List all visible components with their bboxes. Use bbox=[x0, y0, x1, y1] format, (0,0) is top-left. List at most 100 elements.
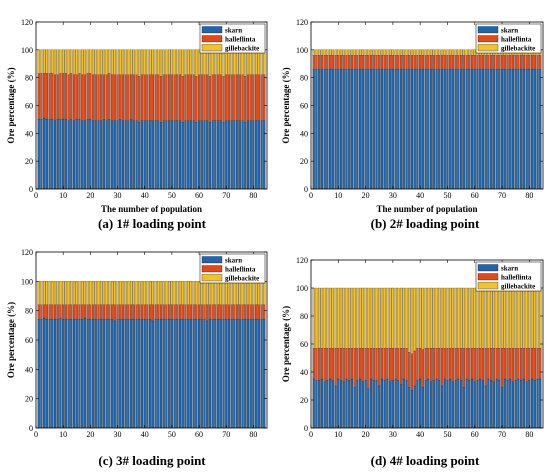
bar-skarn-81 bbox=[254, 319, 258, 429]
bar-gillebackite-44 bbox=[154, 49, 157, 76]
bar-skarn-55 bbox=[184, 319, 187, 429]
bar-skarn-13 bbox=[70, 319, 73, 429]
bar-halleflinta-28 bbox=[110, 304, 114, 320]
bar-halleflinta-62 bbox=[203, 74, 206, 121]
legend-swatch-skarn bbox=[477, 264, 499, 272]
bar-halleflinta-52 bbox=[176, 74, 179, 121]
bar-gillebackite-54 bbox=[181, 281, 184, 305]
bar-halleflinta-5 bbox=[323, 55, 326, 70]
bar-gillebackite-52 bbox=[451, 287, 455, 349]
bar-halleflinta-70 bbox=[225, 74, 228, 121]
bar-halleflinta-70 bbox=[500, 348, 504, 388]
bar-halleflinta-23 bbox=[97, 304, 100, 320]
legend-swatch-halleflinta bbox=[477, 273, 499, 281]
bar-gillebackite-15 bbox=[350, 287, 354, 349]
bar-gillebackite-6 bbox=[326, 287, 329, 349]
bar-skarn-40 bbox=[143, 120, 146, 190]
bar-halleflinta-73 bbox=[509, 55, 512, 70]
bar-skarn-33 bbox=[399, 384, 403, 429]
bar-gillebackite-66 bbox=[214, 281, 217, 305]
bar-halleflinta-49 bbox=[168, 304, 171, 320]
bar-gillebackite-8 bbox=[56, 49, 59, 76]
bar-halleflinta-39 bbox=[416, 348, 419, 381]
bar-halleflinta-84 bbox=[263, 304, 266, 320]
bar-skarn-49 bbox=[443, 69, 446, 190]
bar-skarn-83 bbox=[260, 120, 263, 190]
bar-halleflinta-30 bbox=[391, 348, 395, 381]
bar-gillebackite-56 bbox=[187, 49, 190, 76]
bar-halleflinta-48 bbox=[440, 348, 444, 387]
bar-halleflinta-54 bbox=[457, 55, 460, 70]
bar-skarn-4 bbox=[320, 378, 324, 429]
bar-gillebackite-59 bbox=[470, 287, 474, 349]
bar-halleflinta-14 bbox=[348, 55, 351, 70]
bar-skarn-26 bbox=[380, 69, 384, 190]
bar-halleflinta-80 bbox=[252, 304, 255, 320]
bar-gillebackite-19 bbox=[361, 49, 365, 56]
bar-skarn-42 bbox=[148, 319, 152, 429]
bar-skarn-8 bbox=[56, 319, 59, 429]
bar-skarn-8 bbox=[56, 119, 59, 190]
bar-halleflinta-4 bbox=[320, 348, 324, 380]
bar-halleflinta-37 bbox=[410, 55, 414, 70]
bar-skarn-21 bbox=[367, 69, 370, 190]
bar-skarn-22 bbox=[94, 120, 97, 190]
bar-skarn-41 bbox=[421, 69, 425, 190]
bar-skarn-59 bbox=[470, 69, 474, 190]
bar-gillebackite-45 bbox=[432, 287, 435, 349]
bar-halleflinta-23 bbox=[97, 74, 100, 121]
chart-panel-2: 0 20 40 60 80 100 120 0 10 20 30 40 50 60 70 80 The numb… bbox=[281, 18, 544, 231]
panel-caption: (d) 4# loading point bbox=[371, 453, 480, 468]
x-tick-label: 80 bbox=[249, 430, 257, 439]
legend-label-halleflinta: halleflinta bbox=[225, 266, 256, 274]
y-tick-label: 100 bbox=[21, 277, 33, 286]
bar-halleflinta-38 bbox=[413, 350, 416, 387]
bar-gillebackite-10 bbox=[62, 281, 65, 305]
y-tick-label: 40 bbox=[25, 129, 33, 138]
bar-halleflinta-4 bbox=[320, 55, 324, 70]
legend-swatch-skarn bbox=[477, 26, 499, 34]
bar-skarn-33 bbox=[399, 69, 403, 190]
bar-halleflinta-59 bbox=[470, 55, 474, 70]
bar-halleflinta-56 bbox=[462, 348, 465, 388]
legend-label-skarn: skarn bbox=[501, 27, 518, 35]
bar-halleflinta-23 bbox=[372, 55, 375, 70]
bar-halleflinta-52 bbox=[451, 55, 455, 70]
y-tick-label: 20 bbox=[25, 395, 33, 404]
bar-gillebackite-4 bbox=[320, 287, 324, 349]
bar-gillebackite-47 bbox=[162, 281, 165, 305]
bar-halleflinta-58 bbox=[468, 55, 471, 70]
bar-skarn-31 bbox=[119, 119, 122, 190]
bar-halleflinta-72 bbox=[230, 304, 233, 320]
bar-skarn-1 bbox=[312, 378, 315, 429]
y-axis-label: Ore percentage (%) bbox=[281, 306, 291, 382]
bar-halleflinta-1 bbox=[312, 348, 315, 380]
bar-skarn-50 bbox=[446, 380, 449, 429]
y-axis-label: Ore percentage (%) bbox=[281, 67, 291, 143]
bar-halleflinta-1 bbox=[37, 73, 40, 120]
bar-gillebackite-42 bbox=[424, 49, 427, 56]
bar-halleflinta-11 bbox=[339, 55, 343, 70]
bar-halleflinta-72 bbox=[230, 74, 233, 121]
bar-gillebackite-63 bbox=[206, 281, 209, 305]
bar-halleflinta-68 bbox=[219, 74, 222, 121]
bar-gillebackite-8 bbox=[331, 49, 334, 56]
bar-halleflinta-5 bbox=[48, 304, 51, 320]
y-tick-label: 100 bbox=[296, 46, 308, 55]
bar-halleflinta-62 bbox=[479, 55, 482, 70]
bar-halleflinta-6 bbox=[326, 348, 329, 381]
bar-halleflinta-57 bbox=[465, 55, 468, 70]
bar-skarn-17 bbox=[356, 69, 359, 190]
bar-halleflinta-74 bbox=[511, 348, 515, 382]
x-tick-label: 50 bbox=[168, 191, 176, 200]
bar-skarn-22 bbox=[94, 319, 97, 429]
bar-skarn-69 bbox=[498, 380, 501, 429]
bar-halleflinta-60 bbox=[197, 304, 201, 320]
bar-gillebackite-74 bbox=[235, 281, 239, 305]
bar-gillebackite-65 bbox=[211, 281, 214, 305]
bar-skarn-30 bbox=[116, 120, 119, 190]
bar-skarn-70 bbox=[225, 319, 228, 429]
bar-skarn-69 bbox=[222, 122, 225, 190]
bar-gillebackite-16 bbox=[78, 281, 81, 305]
